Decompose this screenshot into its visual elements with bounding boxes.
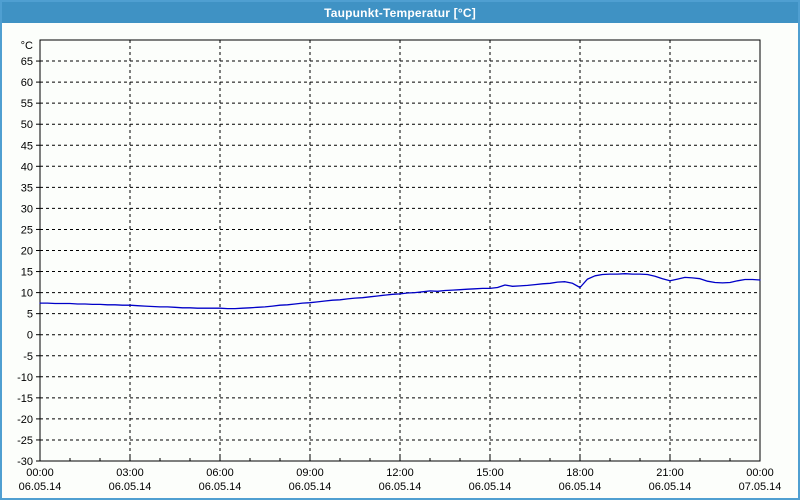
y-tick-label: 0	[27, 330, 33, 342]
x-tick-date-label: 06.05.14	[19, 481, 62, 493]
y-tick-label: 35	[21, 182, 33, 194]
y-tick-label: -10	[17, 372, 33, 384]
x-tick-time-label: 00:00	[746, 467, 774, 479]
y-axis-unit-label: °C	[21, 40, 33, 52]
x-tick-date-label: 06.05.14	[649, 481, 692, 493]
x-tick-time-label: 12:00	[386, 467, 414, 479]
x-tick-date-label: 06.05.14	[379, 481, 422, 493]
y-tick-label: 55	[21, 98, 33, 110]
y-tick-label: 15	[21, 267, 33, 279]
y-tick-label: -5	[23, 351, 33, 363]
y-tick-label: 25	[21, 224, 33, 236]
x-tick-date-label: 06.05.14	[109, 481, 152, 493]
window-titlebar[interactable]: Taupunkt-Temperatur [°C]	[2, 2, 798, 23]
dew-point-temperature-line	[39, 273, 761, 310]
y-tick-label: 10	[21, 288, 33, 300]
y-tick-label: 45	[21, 140, 33, 152]
x-tick-date-label: 06.05.14	[289, 481, 332, 493]
y-tick-label: -25	[17, 435, 33, 447]
x-tick-time-label: 18:00	[566, 467, 594, 479]
x-tick-date-label: 06.05.14	[199, 481, 242, 493]
y-tick-label: -20	[17, 414, 33, 426]
x-tick-time-label: 15:00	[476, 467, 504, 479]
x-tick-date-label: 06.05.14	[559, 481, 602, 493]
x-tick-time-label: 06:00	[206, 467, 234, 479]
x-tick-time-label: 00:00	[26, 467, 54, 479]
x-tick-time-label: 03:00	[116, 467, 144, 479]
x-tick-date-label: 06.05.14	[469, 481, 512, 493]
y-tick-label: 20	[21, 246, 33, 258]
x-axis: 00:00 06.05.14 03:00 06.05.14 06:00 06.05.14 0…	[19, 40, 782, 493]
y-tick-label: -30	[17, 456, 33, 468]
y-tick-label: 65	[21, 56, 33, 68]
plot-border	[39, 39, 761, 462]
y-tick-label: 50	[21, 119, 33, 131]
window-title: Taupunkt-Temperatur [°C]	[324, 5, 476, 20]
y-tick-label: 5	[27, 309, 33, 321]
y-tick-label: 40	[21, 161, 33, 173]
y-axis: 65605550454035302520151050-5-10-15-20-25…	[17, 40, 760, 468]
x-tick-time-label: 09:00	[296, 467, 324, 479]
y-tick-label: -15	[17, 393, 33, 405]
x-tick-time-label: 21:00	[656, 467, 684, 479]
y-tick-label: 60	[21, 77, 33, 89]
y-tick-label: 30	[21, 203, 33, 215]
x-tick-date-label: 07.05.14	[739, 481, 782, 493]
dew-point-chart: 65605550454035302520151050-5-10-15-20-25…	[17, 39, 782, 493]
